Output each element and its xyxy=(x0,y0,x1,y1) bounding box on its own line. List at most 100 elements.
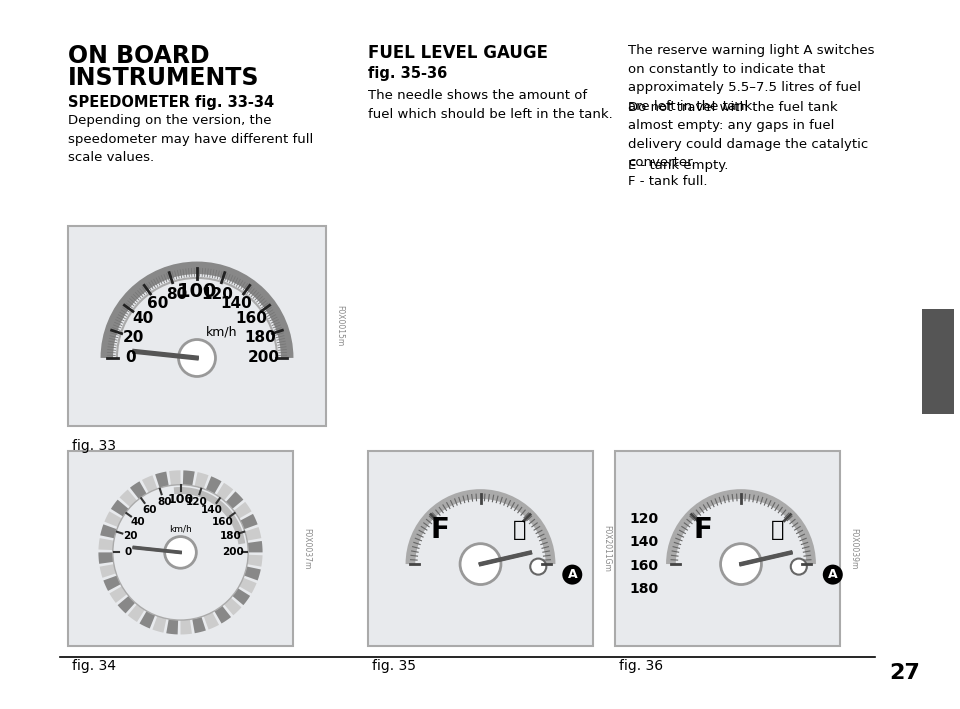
Wedge shape xyxy=(248,541,263,552)
Text: FUEL LEVEL GAUGE: FUEL LEVEL GAUGE xyxy=(368,44,548,62)
Text: Depending on the version, the
speedometer may have different full
scale values.: Depending on the version, the speedomete… xyxy=(68,114,313,164)
Wedge shape xyxy=(99,538,114,550)
Text: 140: 140 xyxy=(201,505,223,515)
Text: km/h: km/h xyxy=(205,325,237,338)
FancyBboxPatch shape xyxy=(615,451,840,646)
Wedge shape xyxy=(166,619,179,635)
Text: 140: 140 xyxy=(629,535,659,549)
Text: 120: 120 xyxy=(186,498,207,508)
Text: 100: 100 xyxy=(177,281,217,301)
Wedge shape xyxy=(130,481,147,499)
Wedge shape xyxy=(232,588,251,605)
Wedge shape xyxy=(226,491,244,509)
Wedge shape xyxy=(195,472,208,489)
Wedge shape xyxy=(128,604,145,622)
Text: 180: 180 xyxy=(220,531,241,541)
Text: 80: 80 xyxy=(157,498,172,508)
Text: F0X0039m: F0X0039m xyxy=(850,527,858,569)
Text: F0X0015m: F0X0015m xyxy=(335,306,345,347)
Text: fig. 34: fig. 34 xyxy=(72,659,116,673)
Circle shape xyxy=(165,537,197,568)
FancyBboxPatch shape xyxy=(68,451,293,646)
Text: The needle shows the amount of
fuel which should be left in the tank.: The needle shows the amount of fuel whic… xyxy=(368,89,612,121)
Wedge shape xyxy=(169,470,180,486)
Bar xyxy=(922,309,954,414)
Wedge shape xyxy=(99,552,113,564)
Wedge shape xyxy=(204,612,219,630)
Text: km/h: km/h xyxy=(169,525,192,534)
Text: F0X0037m: F0X0037m xyxy=(302,527,311,569)
Text: F: F xyxy=(694,515,712,544)
Text: ⛽: ⛽ xyxy=(771,520,784,540)
Text: F: F xyxy=(431,515,450,544)
Text: F0X2011Gm: F0X2011Gm xyxy=(603,525,612,572)
Circle shape xyxy=(460,544,501,584)
Text: 180: 180 xyxy=(245,330,276,345)
Wedge shape xyxy=(247,554,262,566)
Text: 200: 200 xyxy=(222,547,244,557)
Text: 20: 20 xyxy=(123,330,144,345)
Text: E - tank empty.: E - tank empty. xyxy=(628,159,729,172)
Wedge shape xyxy=(109,586,127,603)
Text: 0: 0 xyxy=(124,547,132,557)
Text: ON BOARD: ON BOARD xyxy=(68,44,209,68)
Text: 120: 120 xyxy=(202,287,233,302)
Wedge shape xyxy=(216,483,233,501)
Text: 160: 160 xyxy=(212,516,234,527)
Text: F - tank full.: F - tank full. xyxy=(628,175,708,188)
Text: Do not travel with the fuel tank
almost empty: any gaps in fuel
delivery could d: Do not travel with the fuel tank almost … xyxy=(628,101,868,169)
Text: 80: 80 xyxy=(166,287,187,302)
Wedge shape xyxy=(244,566,261,581)
Wedge shape xyxy=(153,616,166,632)
Text: 100: 100 xyxy=(167,493,194,506)
Text: 200: 200 xyxy=(248,350,280,366)
Text: ⛽: ⛽ xyxy=(513,520,526,540)
Text: fig. 36: fig. 36 xyxy=(619,659,663,673)
Circle shape xyxy=(179,340,215,376)
Text: 27: 27 xyxy=(890,663,921,683)
Wedge shape xyxy=(139,611,156,628)
Wedge shape xyxy=(118,596,135,613)
Text: 40: 40 xyxy=(131,516,145,527)
Wedge shape xyxy=(100,525,117,538)
Wedge shape xyxy=(182,470,195,486)
Circle shape xyxy=(563,564,583,585)
Wedge shape xyxy=(239,578,256,593)
Text: fig. 33: fig. 33 xyxy=(72,439,116,453)
Wedge shape xyxy=(100,564,116,578)
Wedge shape xyxy=(214,605,231,623)
Text: 0: 0 xyxy=(125,350,135,366)
Wedge shape xyxy=(104,576,121,591)
Text: 60: 60 xyxy=(147,296,168,311)
Text: 120: 120 xyxy=(629,512,659,526)
Text: 160: 160 xyxy=(235,311,267,326)
FancyBboxPatch shape xyxy=(68,226,326,426)
Wedge shape xyxy=(205,476,222,493)
Text: fig. 35: fig. 35 xyxy=(372,659,416,673)
FancyBboxPatch shape xyxy=(368,451,593,646)
Wedge shape xyxy=(105,511,122,527)
Text: 160: 160 xyxy=(629,559,658,573)
Text: 60: 60 xyxy=(142,505,156,515)
Text: 20: 20 xyxy=(123,531,138,541)
Circle shape xyxy=(823,564,843,585)
Wedge shape xyxy=(234,502,252,518)
Wedge shape xyxy=(240,514,257,529)
Wedge shape xyxy=(142,475,157,493)
Text: 140: 140 xyxy=(221,296,252,311)
Circle shape xyxy=(721,544,761,584)
Wedge shape xyxy=(192,617,205,633)
Text: The reserve warning light A switches
on constantly to indicate that
approximatel: The reserve warning light A switches on … xyxy=(628,44,875,113)
Circle shape xyxy=(113,485,249,620)
Circle shape xyxy=(791,559,806,574)
Text: A: A xyxy=(828,568,838,581)
Wedge shape xyxy=(180,620,192,635)
Circle shape xyxy=(530,559,546,574)
Text: 40: 40 xyxy=(132,311,154,326)
Wedge shape xyxy=(245,527,261,541)
Wedge shape xyxy=(111,500,129,517)
Text: SPEEDOMETER fig. 33-34: SPEEDOMETER fig. 33-34 xyxy=(68,95,275,110)
Wedge shape xyxy=(156,471,169,488)
Text: A: A xyxy=(567,568,577,581)
Wedge shape xyxy=(224,598,242,615)
